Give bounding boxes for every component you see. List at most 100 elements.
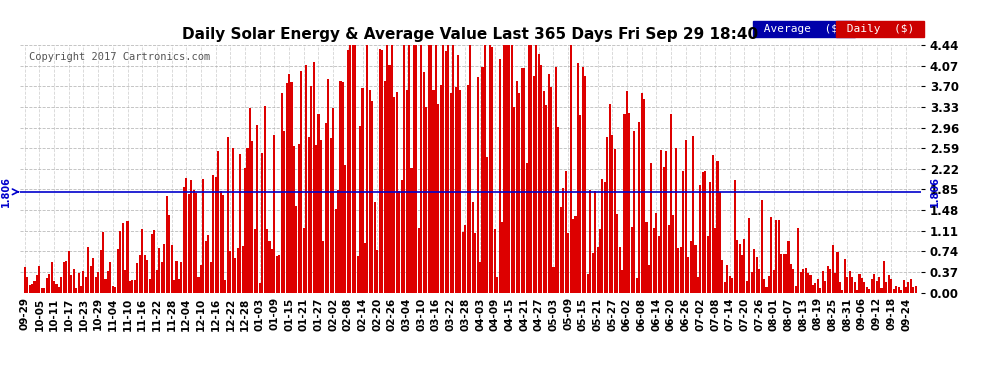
Bar [765, 287, 767, 292]
Bar [114, 287, 116, 292]
Bar [85, 277, 87, 292]
Bar [428, 45, 430, 292]
Bar [812, 285, 814, 292]
Bar [256, 125, 258, 292]
Bar [815, 283, 817, 292]
Bar [834, 273, 837, 292]
Bar [523, 68, 525, 292]
Bar [569, 45, 571, 292]
Bar [557, 127, 559, 292]
Bar [457, 55, 459, 292]
Bar [466, 85, 469, 292]
Bar [31, 284, 33, 292]
Bar [349, 45, 351, 292]
Text: 1.806: 1.806 [930, 176, 940, 207]
Bar [258, 283, 260, 292]
Bar [739, 244, 741, 292]
Bar [359, 126, 361, 292]
Bar [582, 67, 584, 292]
Bar [589, 190, 591, 292]
Bar [604, 182, 606, 292]
Bar [87, 247, 89, 292]
Bar [717, 162, 719, 292]
Bar [885, 282, 887, 292]
Bar [606, 137, 609, 292]
Bar [755, 258, 757, 292]
Bar [147, 260, 148, 292]
Bar [504, 45, 506, 292]
Bar [100, 250, 102, 292]
Bar [261, 153, 263, 292]
Bar [398, 191, 400, 292]
Bar [572, 219, 574, 292]
Bar [433, 90, 435, 292]
Bar [795, 286, 797, 292]
Bar [447, 45, 449, 292]
Text: 1.806: 1.806 [1, 176, 11, 207]
Bar [621, 270, 623, 292]
Bar [870, 279, 873, 292]
Bar [222, 195, 224, 292]
Bar [197, 276, 200, 292]
Bar [631, 226, 633, 292]
Bar [41, 288, 43, 292]
Bar [647, 265, 650, 292]
Bar [657, 236, 659, 292]
Bar [44, 288, 46, 292]
Bar [215, 177, 217, 292]
Bar [714, 228, 716, 292]
Bar [160, 262, 162, 292]
Text: Average  ($): Average ($) [756, 24, 851, 34]
Bar [244, 168, 247, 292]
Bar [900, 290, 902, 292]
Bar [310, 86, 312, 292]
Bar [82, 271, 84, 292]
Bar [273, 135, 275, 292]
Bar [577, 63, 579, 292]
Bar [592, 253, 594, 292]
Bar [682, 171, 684, 292]
Bar [381, 50, 383, 292]
Bar [95, 277, 97, 292]
Bar [690, 241, 692, 292]
Bar [188, 194, 190, 292]
Bar [858, 274, 860, 292]
Bar [489, 45, 491, 292]
Bar [499, 58, 501, 292]
Bar [454, 87, 456, 292]
Bar [303, 228, 305, 292]
Bar [481, 67, 483, 292]
Bar [207, 235, 209, 292]
Bar [792, 269, 794, 292]
Bar [163, 244, 165, 292]
Bar [707, 236, 709, 292]
Bar [117, 249, 119, 292]
Bar [538, 54, 540, 292]
Bar [232, 148, 234, 292]
Bar [543, 91, 545, 292]
Bar [283, 131, 285, 292]
Bar [383, 81, 386, 292]
Bar [639, 122, 641, 292]
Bar [856, 290, 858, 292]
Bar [611, 135, 613, 292]
Bar [300, 71, 302, 292]
Bar [374, 202, 376, 292]
Bar [220, 191, 222, 292]
Bar [650, 163, 652, 292]
Bar [464, 225, 466, 292]
Bar [401, 180, 403, 292]
Bar [253, 230, 255, 292]
Bar [863, 282, 865, 292]
Bar [134, 280, 136, 292]
Bar [496, 277, 498, 292]
Bar [193, 190, 195, 292]
Bar [567, 233, 569, 292]
Bar [552, 267, 554, 292]
Bar [225, 280, 227, 292]
Bar [122, 223, 124, 292]
Bar [584, 76, 586, 292]
Bar [476, 77, 478, 292]
Bar [173, 280, 175, 292]
Bar [893, 290, 895, 292]
